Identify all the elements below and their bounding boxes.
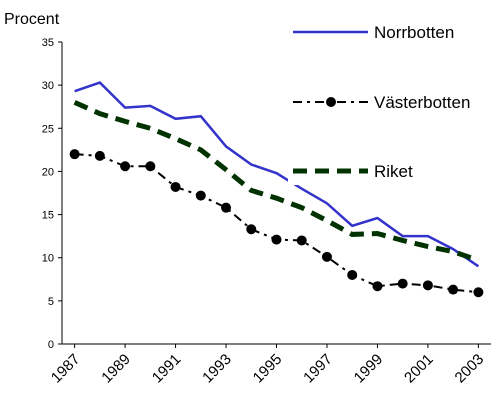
y-tick-label: 10 xyxy=(42,253,54,265)
x-tick-label: 2001 xyxy=(401,351,437,387)
legend-label: Västerbotten xyxy=(374,93,470,112)
y-tick-label: 25 xyxy=(42,123,54,135)
x-tick-label: 2003 xyxy=(452,351,488,387)
data-point xyxy=(69,149,80,160)
legend-marker xyxy=(326,97,336,107)
y-tick-label: 35 xyxy=(42,37,54,49)
data-point xyxy=(397,278,408,289)
data-point xyxy=(372,281,383,292)
legend-item: Västerbotten xyxy=(288,88,494,116)
y-tick-label: 0 xyxy=(48,339,54,351)
y-tick-label: 15 xyxy=(42,210,54,222)
y-axis-label: Procent xyxy=(4,11,60,28)
data-point xyxy=(448,284,459,295)
data-point xyxy=(347,269,358,280)
data-point xyxy=(321,251,332,262)
x-tick-label: 1999 xyxy=(351,351,387,387)
x-tick-label: 1993 xyxy=(199,351,235,387)
x-tick-label: 1989 xyxy=(98,351,134,387)
data-point xyxy=(195,190,206,201)
x-tick-label: 1997 xyxy=(300,351,336,387)
y-tick-label: 30 xyxy=(42,80,54,92)
series-line xyxy=(73,100,480,263)
data-point xyxy=(120,161,131,172)
data-point xyxy=(221,202,232,213)
x-tick-label: 1995 xyxy=(250,351,286,387)
data-point xyxy=(145,161,156,172)
data-point xyxy=(296,235,307,246)
y-tick-label: 20 xyxy=(42,166,54,178)
legend-item: Norrbotten xyxy=(288,18,494,46)
x-tick-label: 1991 xyxy=(149,351,185,387)
data-point xyxy=(170,181,181,192)
data-point xyxy=(271,234,282,245)
series-line xyxy=(74,81,480,268)
data-point xyxy=(94,150,105,161)
y-tick-label: 5 xyxy=(48,296,54,308)
x-tick-label: 1987 xyxy=(48,351,84,387)
data-point xyxy=(422,280,433,291)
legend-label: Norrbotten xyxy=(374,23,454,42)
data-point xyxy=(246,224,257,235)
legend-item: Riket xyxy=(288,157,494,185)
legend-label: Riket xyxy=(374,162,413,181)
data-point xyxy=(473,287,484,298)
